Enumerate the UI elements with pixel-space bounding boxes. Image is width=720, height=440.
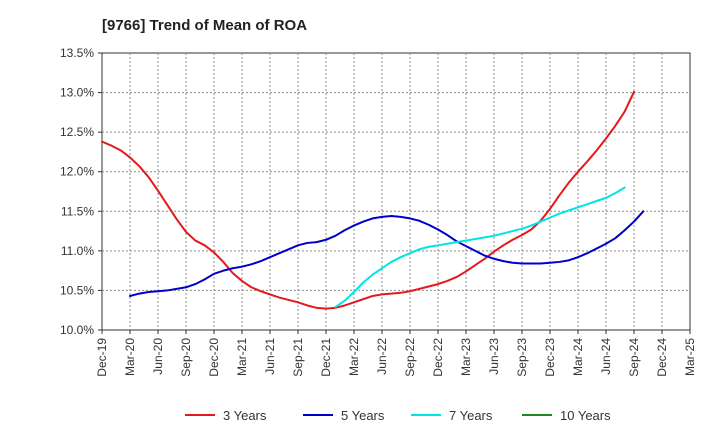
legend-label-5-years: 5 Years	[341, 408, 385, 423]
x-tick-label: Dec-19	[95, 338, 109, 377]
grid-lines	[102, 53, 690, 330]
x-tick-label: Mar-24	[571, 338, 585, 376]
y-tick-label: 10.5%	[60, 283, 94, 297]
x-tick-label: Jun-22	[375, 338, 389, 375]
x-tick-label: Dec-21	[319, 338, 333, 377]
x-tick-label: Mar-22	[347, 338, 361, 376]
x-tick-label: Sep-20	[179, 338, 193, 377]
y-tick-label: 11.0%	[61, 244, 94, 258]
y-tick-label: 11.5%	[61, 204, 94, 218]
chart-title: [9766] Trend of Mean of ROA	[102, 17, 307, 34]
x-tick-label: Sep-22	[403, 338, 417, 377]
y-tick-label: 12.0%	[60, 165, 94, 179]
x-tick-label: Jun-21	[263, 338, 277, 375]
x-tick-label: Dec-24	[655, 338, 669, 377]
y-tick-label: 10.0%	[60, 323, 94, 337]
y-tick-label: 13.5%	[60, 46, 94, 60]
series-line-7-years	[334, 186, 626, 309]
plot-area	[101, 52, 691, 331]
series-line-3-years	[101, 90, 635, 310]
y-tick-label: 12.5%	[60, 125, 94, 139]
x-tick-label: Dec-23	[543, 338, 557, 377]
x-tick-label: Jun-20	[151, 338, 165, 375]
legend-label-10-years: 10 Years	[560, 408, 611, 423]
series-lines	[101, 90, 645, 310]
x-tick-label: Mar-20	[123, 338, 137, 376]
x-tick-label: Jun-24	[599, 338, 613, 375]
y-tick-label: 13.0%	[60, 86, 94, 100]
legend-label-7-years: 7 Years	[449, 408, 493, 423]
x-tick-label: Sep-23	[515, 338, 529, 377]
legend-label-3-years: 3 Years	[223, 408, 267, 423]
x-tick-label: Jun-23	[487, 338, 501, 375]
series-line-5-years	[129, 210, 645, 297]
x-tick-label: Sep-21	[291, 338, 305, 377]
x-tick-label: Sep-24	[627, 338, 641, 377]
x-tick-label: Dec-20	[207, 338, 221, 377]
x-tick-label: Mar-25	[683, 338, 697, 376]
legend: 3 Years 5 Years 7 Years 10 Years	[185, 408, 611, 423]
x-tick-label: Mar-21	[235, 338, 249, 376]
x-tick-label: Dec-22	[431, 338, 445, 377]
x-tick-label: Mar-23	[459, 338, 473, 376]
axes: 10.0% 10.5% 11.0% 11.5% 12.0% 12.5% 13.0% 13.5%…	[60, 46, 697, 377]
plot-frame	[101, 52, 691, 331]
